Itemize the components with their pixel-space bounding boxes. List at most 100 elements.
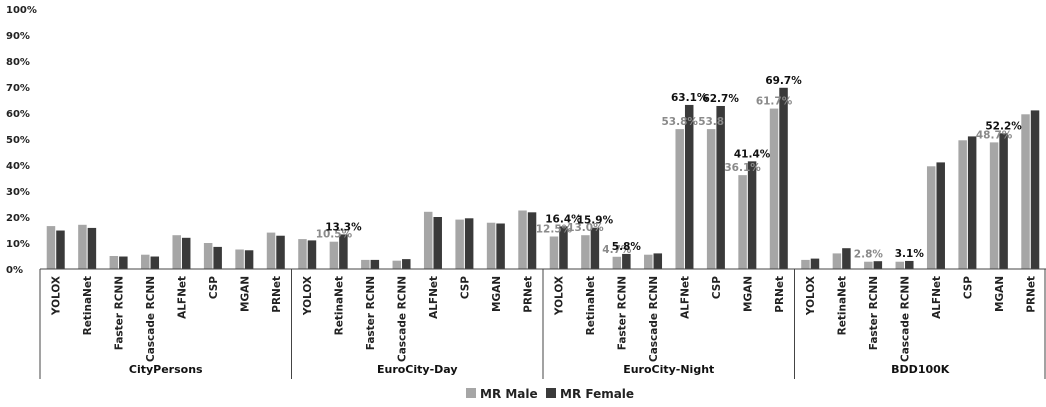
x-tick-label: PRNet <box>522 276 534 313</box>
bar-mr-male <box>172 235 181 269</box>
group-label: EuroCity-Day <box>377 363 458 376</box>
bar-mr-male <box>1021 114 1030 269</box>
data-label: 62.7% <box>702 93 739 105</box>
bar-mr-female <box>464 218 474 269</box>
bar-mr-male <box>895 261 905 269</box>
data-label: 53.8 <box>698 116 724 128</box>
bar-mr-female <box>339 234 348 269</box>
bar-mr-male <box>769 108 779 269</box>
y-axis: 0% 10% 20% 30% 40% 50% 60% 70% 80% 90% 100% <box>6 5 37 276</box>
legend-label-male: MR Male <box>480 387 538 401</box>
bars-layer <box>46 87 1040 270</box>
data-label: 63.1% <box>671 92 708 104</box>
bar-mr-female <box>967 136 977 269</box>
data-label: 61.7% <box>756 96 793 108</box>
bar-mr-male <box>706 129 716 269</box>
bar-mr-male <box>329 241 339 269</box>
data-label: 41.4% <box>734 148 771 160</box>
y-tick-label: 0% <box>6 265 23 276</box>
bar-mr-male <box>989 142 999 269</box>
bar-mr-male <box>612 256 622 269</box>
bar-mr-female <box>496 223 505 269</box>
bar-mr-female <box>936 162 945 269</box>
bar-mr-female <box>905 260 914 269</box>
bar-mr-male <box>675 129 684 269</box>
x-tick-label: RetinaNet <box>585 276 597 335</box>
x-tick-label: PRNet <box>271 276 283 313</box>
x-tick-label: YOLOX <box>554 276 566 316</box>
y-tick-label: 90% <box>6 31 30 42</box>
x-tick-label: YOLOX <box>51 276 63 316</box>
bar-mr-female <box>433 217 442 269</box>
bar-mr-male <box>298 239 307 269</box>
y-tick-label: 70% <box>6 83 30 94</box>
x-tick-label: ALFNet <box>931 276 943 319</box>
group-label: CityPersons <box>129 363 203 376</box>
bar-mr-female <box>810 258 820 269</box>
bar-mr-male <box>141 254 150 269</box>
data-label: 36.1% <box>724 162 761 174</box>
x-tick-label: Faster RCNN <box>114 276 126 350</box>
group-label: BDD100K <box>891 363 950 376</box>
bar-mr-female <box>527 212 537 269</box>
x-tick-label: CSP <box>711 276 723 299</box>
bar-mr-male <box>266 232 276 269</box>
x-tick-label: Cascade RCNN <box>648 276 660 362</box>
x-tick-label: Faster RCNN <box>868 276 880 350</box>
bar-mr-female <box>684 104 694 269</box>
x-tick-label: PRNet <box>1025 276 1037 313</box>
data-label: 12.5% <box>536 224 573 236</box>
bar-mr-male <box>644 254 653 269</box>
data-label: 53.8% <box>662 116 699 128</box>
legend-label-female: MR Female <box>560 387 634 401</box>
x-tick-label: CSP <box>962 276 974 299</box>
y-tick-label: 80% <box>6 57 30 68</box>
bar-mr-male <box>361 259 370 269</box>
data-label: 52.2% <box>985 120 1022 132</box>
x-tick-label: Cascade RCNN <box>397 276 409 362</box>
bar-mr-female <box>999 133 1008 269</box>
data-labels: 10.5%13.3% 12.5%16.4%13.0%15.9% 4.7%5.8% 53… <box>316 75 1023 261</box>
bar-mr-male <box>203 243 213 269</box>
x-tick-label: PRNet <box>774 276 786 313</box>
x-tick-label: ALFNet <box>428 276 440 319</box>
x-tick-label: MGAN <box>239 276 251 312</box>
data-label: 69.7% <box>765 75 802 87</box>
bar-mr-male <box>235 249 244 269</box>
bar-mr-female <box>276 235 285 269</box>
x-tick-label: MGAN <box>491 276 503 312</box>
bar-mr-female <box>244 250 254 269</box>
legend-swatch-male <box>466 388 476 398</box>
data-label: 16.4% <box>545 213 582 225</box>
bar-mr-female <box>307 240 317 269</box>
bar-mr-female <box>402 259 411 269</box>
bar-mr-male <box>109 256 119 269</box>
bar-mr-male <box>801 259 810 269</box>
x-tick-label: RetinaNet <box>334 276 346 335</box>
bar-mr-female <box>590 227 600 269</box>
y-tick-label: 100% <box>6 5 37 16</box>
bar-mr-male <box>46 226 56 269</box>
bar-mr-female <box>842 248 851 269</box>
x-tick-label: RetinaNet <box>837 276 849 335</box>
y-tick-label: 20% <box>6 213 30 224</box>
bar-mr-female <box>119 256 128 269</box>
data-label: 3.1% <box>895 248 925 260</box>
bar-mr-male <box>958 140 967 269</box>
bar-mr-male <box>832 253 842 269</box>
x-tick-label: ALFNet <box>176 276 188 319</box>
bar-mr-female <box>653 253 663 269</box>
bar-mr-female <box>873 261 883 269</box>
data-label: 4.7% <box>602 244 632 256</box>
axes-layer <box>39 268 1046 379</box>
x-tick-label: CSP <box>208 276 220 299</box>
data-label: 2.8% <box>854 249 884 261</box>
data-label: 48.7% <box>976 129 1013 141</box>
x-tick-label: YOLOX <box>302 276 314 316</box>
bar-mr-female <box>1030 110 1040 270</box>
bar-mr-male <box>864 261 873 269</box>
y-tick-label: 50% <box>6 135 30 146</box>
bar-mr-female <box>87 227 97 269</box>
bar-mr-female <box>747 161 757 269</box>
